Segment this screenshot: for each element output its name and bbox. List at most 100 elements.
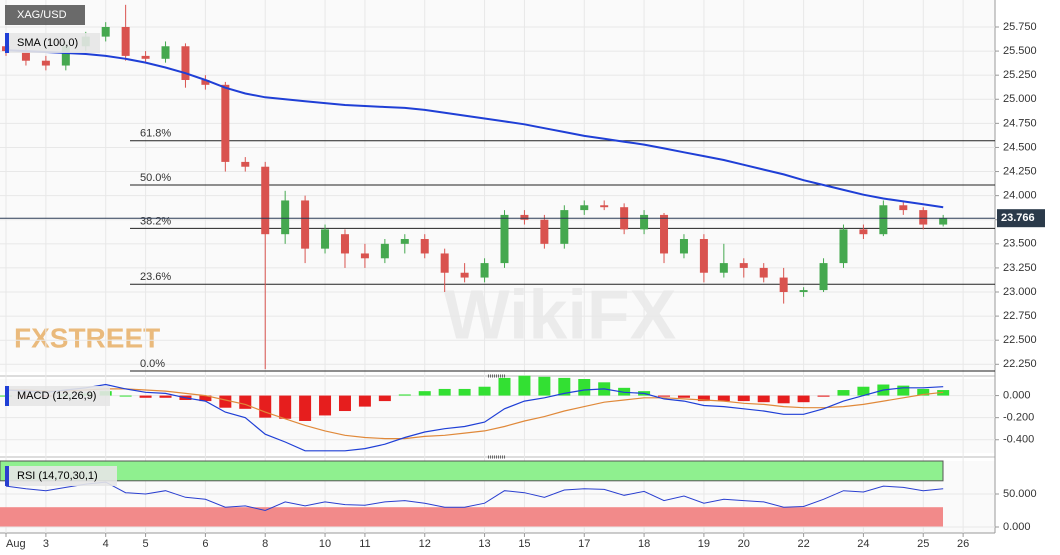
legend-label: RSI (14,70,30,1) bbox=[17, 470, 98, 482]
x-tick-label: 13 bbox=[478, 538, 490, 550]
histogram-bar bbox=[658, 395, 671, 397]
histogram-bar bbox=[338, 395, 351, 412]
candle-body bbox=[340, 234, 349, 254]
x-tick-label: 25 bbox=[917, 538, 929, 550]
last-price-label: 23.766 bbox=[1001, 212, 1035, 224]
y-tick-label: 25.750 bbox=[1003, 21, 1037, 33]
x-tick-label: 11 bbox=[359, 538, 370, 550]
fib-label: 23.6% bbox=[140, 271, 171, 283]
legend-label: SMA (100,0) bbox=[17, 37, 78, 49]
rsi-line bbox=[5, 481, 944, 512]
histogram-bar bbox=[319, 395, 332, 416]
fib-label: 61.8% bbox=[140, 128, 171, 140]
x-tick-label: 6 bbox=[202, 538, 208, 550]
y-tick-label: 0.000 bbox=[1003, 521, 1031, 533]
fib-label: 50.0% bbox=[140, 172, 171, 184]
y-tick-label: 24.000 bbox=[1003, 190, 1037, 202]
candle-body bbox=[161, 46, 170, 59]
x-tick-label: 4 bbox=[103, 538, 109, 550]
macd-line bbox=[5, 383, 944, 452]
candle-body bbox=[400, 239, 409, 244]
legend-swatch bbox=[5, 466, 9, 486]
x-tick-label: 26 bbox=[957, 538, 969, 550]
y-tick-label: 22.750 bbox=[1003, 310, 1037, 322]
candle-body bbox=[101, 26, 110, 37]
x-tick-label: 18 bbox=[638, 538, 650, 550]
histogram-bar bbox=[239, 395, 252, 409]
candle-body bbox=[640, 214, 649, 230]
histogram-bar bbox=[797, 395, 810, 403]
histogram-bar bbox=[438, 388, 451, 396]
histogram-bar bbox=[418, 391, 431, 396]
candle-body bbox=[121, 26, 130, 56]
x-tick-label: 24 bbox=[857, 538, 869, 550]
histogram-bar bbox=[578, 379, 591, 396]
histogram-bar bbox=[837, 390, 850, 396]
x-tick-label: 12 bbox=[419, 538, 431, 550]
watermarks: WikiFX bbox=[444, 275, 677, 353]
candle-body bbox=[759, 267, 768, 278]
candle-body bbox=[480, 263, 489, 278]
candle-body bbox=[600, 205, 609, 208]
candle-body bbox=[899, 205, 908, 211]
candle-body bbox=[41, 60, 50, 66]
y-tick-label: 0.000 bbox=[1003, 389, 1031, 401]
histogram-bar bbox=[299, 395, 312, 421]
y-tick-label: 24.250 bbox=[1003, 165, 1037, 177]
y-tick-label: 24.500 bbox=[1003, 141, 1037, 153]
candle-body bbox=[141, 55, 150, 59]
fib-label: 0.0% bbox=[140, 358, 165, 370]
x-tick-label: 3 bbox=[43, 538, 49, 550]
x-tick-label: 10 bbox=[319, 538, 331, 550]
x-tick-label: 22 bbox=[797, 538, 809, 550]
x-tick-label: 20 bbox=[738, 538, 750, 550]
histogram-bar bbox=[199, 395, 212, 402]
histogram-bar bbox=[677, 395, 690, 398]
candle-body bbox=[819, 263, 828, 291]
candle-body bbox=[699, 239, 708, 273]
candle-body bbox=[201, 79, 210, 85]
candle-body bbox=[679, 239, 688, 254]
y-tick-label: 23.250 bbox=[1003, 262, 1037, 274]
x-tick-label: 19 bbox=[698, 538, 710, 550]
candle-body bbox=[520, 214, 529, 220]
sma-line bbox=[5, 49, 944, 209]
brand: FXSTREET bbox=[14, 322, 160, 353]
candle-body bbox=[779, 277, 788, 293]
histogram-bar bbox=[478, 386, 491, 396]
histogram-bar bbox=[219, 395, 232, 408]
candle-body bbox=[660, 214, 669, 254]
x-tick-label: 5 bbox=[143, 538, 149, 550]
candle-body bbox=[540, 219, 549, 244]
candle-body bbox=[221, 84, 230, 162]
y-tick-label: 25.250 bbox=[1003, 69, 1037, 81]
histogram-bar bbox=[159, 395, 172, 398]
x-tick-label: 8 bbox=[262, 538, 268, 550]
candle-body bbox=[879, 205, 888, 235]
histogram-bar bbox=[518, 375, 531, 396]
candle-body bbox=[939, 218, 948, 225]
histogram-bar bbox=[358, 395, 371, 407]
candle-body bbox=[799, 290, 808, 293]
candle-body bbox=[919, 210, 928, 225]
legend-box bbox=[5, 5, 85, 25]
histogram-bar bbox=[458, 388, 471, 396]
y-tick-label: 23.000 bbox=[1003, 286, 1037, 298]
legend-box bbox=[5, 33, 100, 53]
candle-body bbox=[360, 253, 369, 259]
y-tick-label: 22.250 bbox=[1003, 358, 1037, 370]
fib-label: 38.2% bbox=[140, 215, 171, 227]
candle-body bbox=[61, 46, 70, 66]
candle-body bbox=[301, 200, 310, 249]
candle-body bbox=[321, 229, 330, 249]
watermark: WikiFX bbox=[444, 275, 677, 353]
x-tick-label: Aug bbox=[6, 538, 26, 550]
oversold-band bbox=[0, 507, 943, 527]
y-tick-label: 24.750 bbox=[1003, 117, 1037, 129]
y-tick-label: 25.500 bbox=[1003, 45, 1037, 57]
legend-label: MACD (12,26,9) bbox=[17, 390, 96, 402]
histogram-bar bbox=[538, 376, 551, 396]
candle-body bbox=[739, 263, 748, 268]
candle-body bbox=[261, 166, 270, 235]
